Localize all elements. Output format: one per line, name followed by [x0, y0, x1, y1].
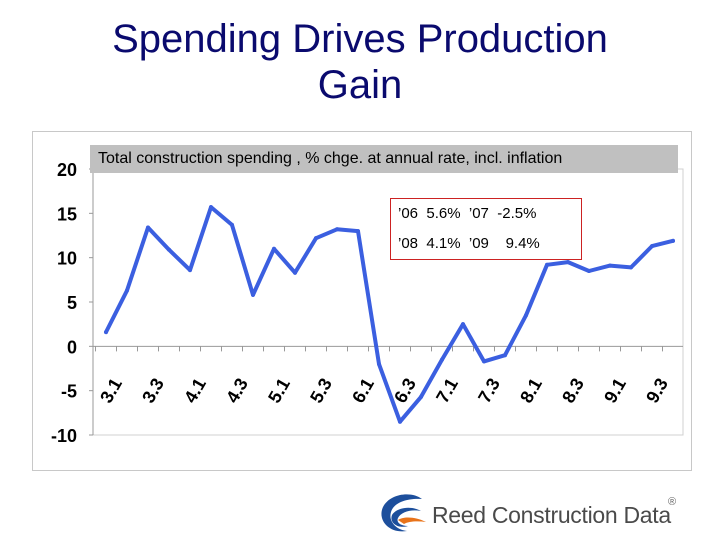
- data-point: [335, 227, 339, 232]
- y-tick-label: 20: [57, 160, 77, 180]
- company-logo: Reed Construction Data ®: [378, 490, 688, 536]
- y-tick-label: 10: [57, 249, 77, 269]
- x-tick-label: 3.1: [96, 375, 126, 407]
- data-point: [125, 288, 129, 293]
- x-tick-label: 5.3: [306, 375, 336, 407]
- chart-subtitle: Total construction spending , % chge. at…: [90, 145, 678, 173]
- data-point: [230, 222, 234, 227]
- data-point: [293, 270, 297, 275]
- data-point: [503, 353, 507, 358]
- y-tick-label: 5: [67, 293, 77, 313]
- data-point: [440, 357, 444, 362]
- slide-title-line-2: Gain: [317, 63, 403, 107]
- y-tick-label: 0: [67, 337, 77, 357]
- x-tick-label: 5.1: [264, 375, 294, 407]
- data-point: [461, 322, 465, 327]
- data-point: [251, 292, 255, 297]
- chart-frame: 20 15 10 5 0 -5 -10 3.1 3.3 4.1 4.3 5.1 5.3 6.1 6.3 7.1…: [32, 131, 692, 471]
- logo-text: Reed Construction Data: [432, 502, 671, 528]
- data-point: [398, 419, 402, 424]
- data-point: [419, 394, 423, 399]
- data-point: [146, 225, 150, 230]
- data-point: [650, 244, 654, 249]
- data-point: [209, 205, 213, 210]
- data-point: [524, 313, 528, 318]
- annotation-line-2: ’08 4.1% ’09 9.4%: [398, 235, 540, 252]
- y-tick-label: 15: [57, 204, 77, 224]
- data-point: [671, 238, 675, 243]
- data-point: [104, 330, 108, 335]
- data-point: [629, 265, 633, 270]
- y-tick-label: -10: [51, 426, 77, 446]
- x-tick-label: 6.1: [348, 375, 378, 407]
- data-point: [566, 260, 570, 265]
- data-point: [356, 229, 360, 234]
- x-tick-label: 9.3: [642, 375, 672, 407]
- data-point: [377, 362, 381, 367]
- data-point: [188, 268, 192, 273]
- x-tick-label: 9.1: [600, 375, 630, 407]
- data-point: [482, 359, 486, 364]
- x-tick-label: 7.3: [474, 375, 504, 407]
- data-point: [608, 263, 612, 268]
- data-point: [545, 262, 549, 267]
- series-line: [104, 205, 675, 424]
- x-tick-label: 4.1: [180, 375, 210, 407]
- annotation-line-1: ’06 5.6% ’07 -2.5%: [398, 205, 537, 222]
- x-tick-label: 8.3: [558, 375, 588, 407]
- x-tick-label: 7.1: [432, 375, 462, 407]
- x-tick-label: 4.3: [222, 375, 252, 407]
- data-point: [587, 268, 591, 273]
- data-point: [167, 247, 171, 252]
- annotation-box: ’06 5.6% ’07 -2.5% ’08 4.1% ’09 9.4%: [390, 198, 582, 260]
- data-point: [272, 246, 276, 251]
- x-tick-label: 8.1: [516, 375, 546, 407]
- data-point: [314, 236, 318, 241]
- registered-mark: ®: [668, 496, 677, 508]
- slide-title-line-1: Spending Drives Production: [112, 17, 608, 61]
- y-tick-label: -5: [61, 382, 77, 402]
- x-tick-label: 3.3: [138, 375, 168, 407]
- slide-title: Spending Drives Production Gain: [0, 16, 720, 108]
- logo-swirl-icon: [381, 494, 426, 532]
